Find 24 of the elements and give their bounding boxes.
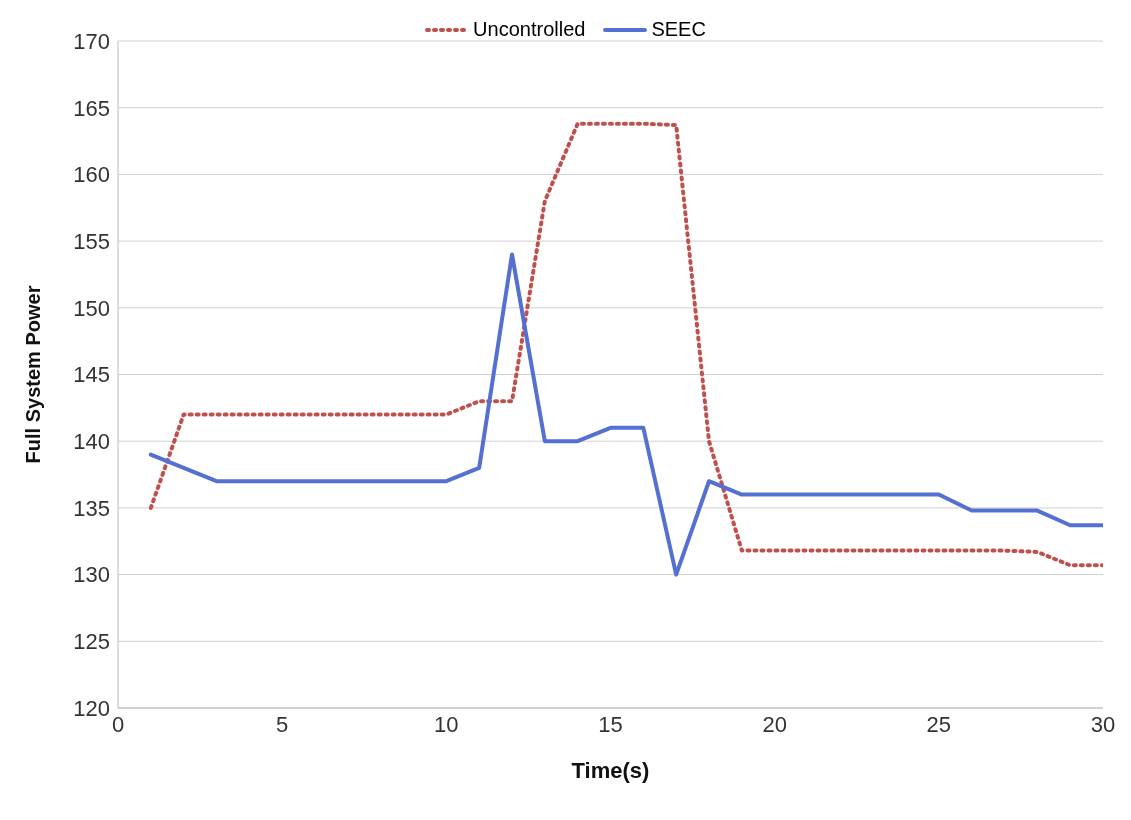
y-tick-label: 170 — [73, 28, 110, 54]
x-axis-title: Time(s) — [571, 758, 650, 783]
y-tick-label: 135 — [73, 495, 110, 521]
y-tick-label: 145 — [73, 362, 110, 388]
legend-label: Uncontrolled — [473, 18, 586, 41]
line-series — [148, 121, 1103, 568]
y-tick-label: 120 — [73, 695, 110, 721]
y-tick-label: 160 — [73, 162, 110, 188]
legend-label: SEEC — [651, 18, 706, 41]
x-tick-label: 15 — [598, 711, 623, 737]
y-tick-label: 165 — [73, 95, 110, 121]
y-tick-label: 150 — [73, 295, 110, 321]
line-series — [148, 252, 1103, 577]
x-tick-label: 30 — [1090, 711, 1116, 737]
y-tick-label: 140 — [73, 429, 110, 455]
x-tick-label: 20 — [762, 711, 787, 737]
y-tick-label: 130 — [73, 562, 110, 588]
x-tick-label: 5 — [276, 711, 289, 737]
y-axis-title: Full System Power — [22, 285, 45, 464]
x-tick-label: 0 — [111, 711, 125, 737]
x-tick-label: 25 — [926, 711, 952, 737]
y-tick-label: 125 — [73, 629, 110, 655]
y-tick-label: 155 — [73, 228, 110, 254]
x-tick-label: 10 — [434, 711, 459, 737]
